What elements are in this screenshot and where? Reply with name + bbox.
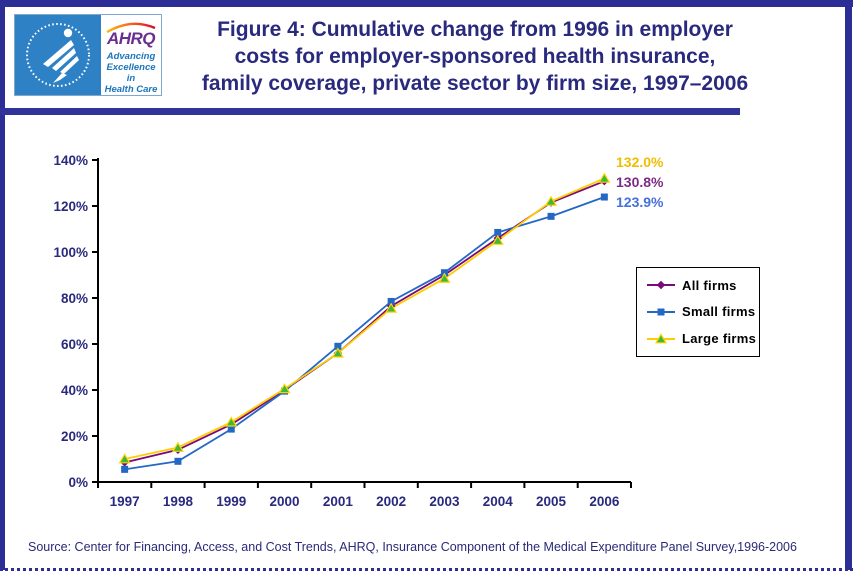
page-border-bottom [0,568,853,571]
legend-item-all-firms: All firms [645,278,759,293]
svg-text:2000: 2000 [270,494,300,509]
legend-item-small-firms: Small firms [645,304,759,319]
svg-text:2002: 2002 [376,494,406,509]
svg-text:2003: 2003 [429,494,460,509]
figure-title-line-1: Figure 4: Cumulative change from 1996 in… [217,18,733,41]
legend-label: Large firms [682,331,757,347]
svg-text:80%: 80% [61,291,88,306]
hhs-eagle-seal-icon [15,15,101,95]
ahrq-rainbow-arc-icon [106,22,156,33]
svg-text:2001: 2001 [323,494,354,509]
svg-text:2004: 2004 [483,494,514,509]
end-label-all-firms: 130.8% [616,174,664,190]
all-firms-marker-icon [647,281,675,290]
large-firms-marker-icon [647,332,675,344]
svg-text:40%: 40% [61,383,88,398]
svg-text:100%: 100% [53,245,88,260]
svg-text:120%: 120% [53,199,88,214]
small-firms-marker-icon [647,308,675,316]
source-note: Source: Center for Financing, Access, an… [28,540,797,554]
ahrq-acronym: AHRQ [106,29,156,48]
figure-title-line-2: costs for employer-sponsored health insu… [234,45,716,68]
page-border-left [0,0,5,570]
ahrq-tagline: Advancing Excellence in Health Care [104,51,158,95]
svg-text:1998: 1998 [163,494,194,509]
page-border-top [0,0,853,7]
svg-text:2005: 2005 [536,494,567,509]
ahrq-logo: AHRQ Advancing Excellence in Health Care [101,15,161,95]
svg-text:20%: 20% [61,429,88,444]
chart-legend: All firms Small firms Large firms [636,267,760,357]
legend-item-large-firms: Large firms [645,331,759,346]
figure-title-line-3: family coverage, private sector by firm … [201,72,749,95]
end-label-large-firms: 132.0% [616,154,664,170]
header-divider [0,108,740,115]
svg-text:140%: 140% [53,153,88,168]
hhs-ahrq-logo: AHRQ Advancing Excellence in Health Care [14,14,162,96]
figure-title: Figure 4: Cumulative change from 1996 in… [170,16,780,97]
end-label-small-firms: 123.9% [616,194,664,210]
svg-text:1997: 1997 [110,494,140,509]
svg-text:60%: 60% [61,337,88,352]
legend-label: All firms [682,277,737,293]
svg-text:0%: 0% [68,475,88,490]
svg-text:2006: 2006 [589,494,620,509]
svg-text:1999: 1999 [216,494,246,509]
legend-label: Small firms [682,304,756,320]
page-border-right [845,0,852,570]
